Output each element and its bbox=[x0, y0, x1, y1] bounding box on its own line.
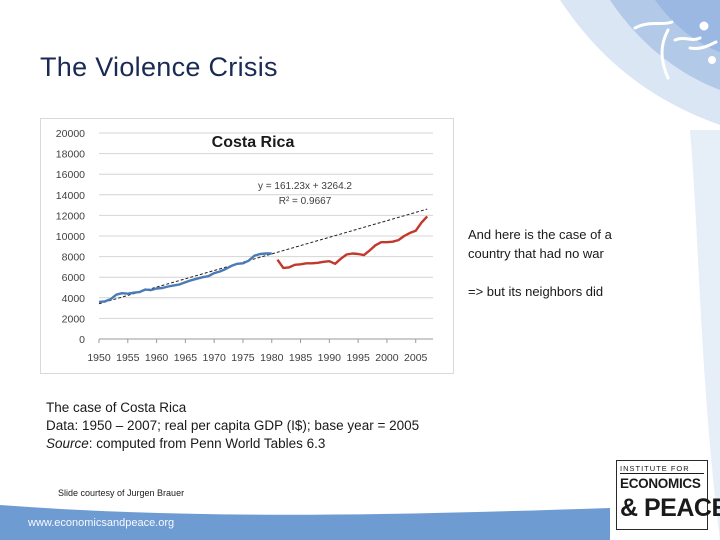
x-tick-label: 1960 bbox=[145, 352, 169, 364]
caption-line-2: Data: 1950 – 2007; real per capita GDP (… bbox=[46, 418, 420, 433]
y-tick-label: 4000 bbox=[62, 293, 86, 305]
x-tick-label: 2000 bbox=[375, 352, 399, 364]
x-tick-label: 1965 bbox=[174, 352, 198, 364]
annotation-conclusion: => but its neighbors did bbox=[468, 284, 604, 299]
chart-title: Costa Rica bbox=[212, 134, 295, 151]
y-tick-label: 14000 bbox=[56, 190, 85, 202]
x-tick-label: 1985 bbox=[289, 352, 313, 364]
website-link[interactable]: www.economicsandpeace.org bbox=[28, 517, 175, 529]
trendline-equation: y = 161.23x + 3264.2 bbox=[258, 181, 352, 192]
slide-title: The Violence Crisis bbox=[40, 52, 278, 82]
y-tick-label: 18000 bbox=[56, 149, 85, 161]
right-side-band bbox=[690, 130, 720, 540]
x-tick-label: 1970 bbox=[202, 352, 226, 364]
trendline-r2: R² = 0.9667 bbox=[279, 196, 332, 207]
x-tick-label: 1995 bbox=[346, 352, 370, 364]
series-line-1 bbox=[98, 252, 272, 304]
bottom-band bbox=[0, 505, 610, 540]
caption-source-text: : computed from Penn World Tables 6.3 bbox=[88, 436, 326, 451]
logo-line-top: INSTITUTE FOR bbox=[620, 464, 690, 473]
y-tick-label: 20000 bbox=[56, 128, 85, 140]
series-line-2 bbox=[276, 215, 429, 270]
iep-logo: INSTITUTE FOR ECONOMICS & PEACE bbox=[616, 460, 720, 530]
caption-line-1: The case of Costa Rica bbox=[46, 400, 187, 415]
corner-wave-dark bbox=[655, 0, 720, 52]
x-tick-label: 1980 bbox=[260, 352, 284, 364]
annotation-note: And here is the case of a country that h… bbox=[468, 227, 612, 261]
x-tick-label: 1950 bbox=[87, 352, 111, 364]
y-tick-label: 0 bbox=[79, 334, 85, 346]
y-tick-label: 2000 bbox=[62, 313, 86, 325]
y-tick-label: 10000 bbox=[56, 231, 85, 243]
y-tick-label: 16000 bbox=[56, 169, 85, 181]
logo-line-mid: ECONOMICS bbox=[620, 476, 701, 491]
logo-line-bottom: & PEACE bbox=[620, 494, 720, 522]
x-tick-label: 1955 bbox=[116, 352, 140, 364]
chart-caption: The case of Costa Rica Data: 1950 – 2007… bbox=[46, 399, 419, 453]
y-tick-label: 12000 bbox=[56, 210, 85, 222]
x-tick-label: 1990 bbox=[318, 352, 342, 364]
x-tick-label: 1975 bbox=[231, 352, 255, 364]
trendline bbox=[98, 208, 428, 305]
logo-divider bbox=[620, 473, 704, 474]
caption-line-3: Source: computed from Penn World Tables … bbox=[46, 435, 419, 453]
y-tick-label: 6000 bbox=[62, 272, 86, 284]
dove-icon bbox=[633, 20, 718, 80]
caption-source-label: Source bbox=[46, 436, 89, 451]
gdp-line-chart: 0 2000 4000 6000 8000 10000 12000 14000 16000 180… bbox=[56, 128, 433, 364]
chart-panel: 0 2000 4000 6000 8000 10000 12000 14000 16000 180… bbox=[40, 118, 454, 374]
slide-credit: Slide courtesy of Jurgen Brauer bbox=[58, 488, 185, 498]
y-tick-label: 8000 bbox=[62, 252, 86, 264]
x-tick-label: 2005 bbox=[404, 352, 428, 364]
